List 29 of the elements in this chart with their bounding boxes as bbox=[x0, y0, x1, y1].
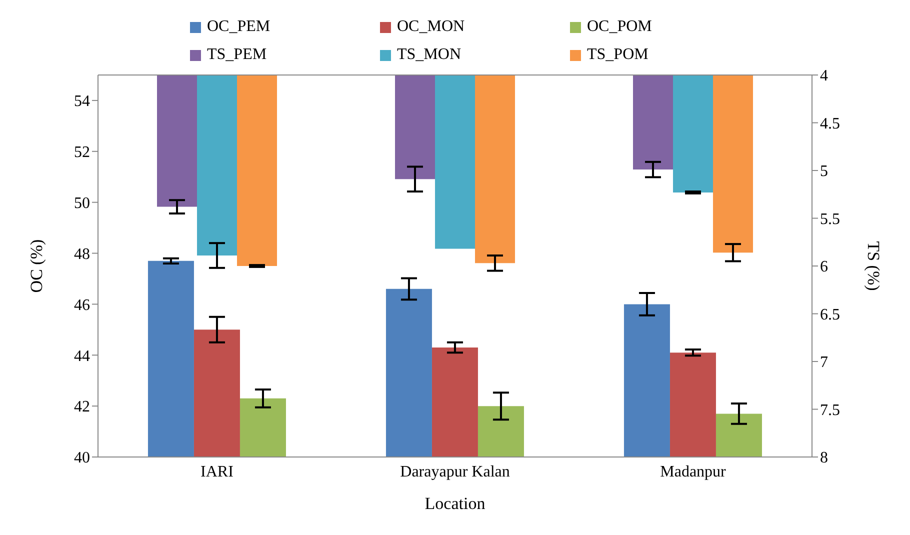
y-tick-label: 40 bbox=[74, 450, 90, 467]
x-axis-title: Location bbox=[424, 494, 486, 513]
y2-tick-label: 7 bbox=[820, 354, 828, 372]
x-tick-label: IARI bbox=[200, 463, 234, 480]
y-tick-label: 52 bbox=[74, 144, 90, 162]
y2-tick-label: 5.5 bbox=[820, 210, 840, 228]
y2-tick-label: 4 bbox=[820, 68, 828, 85]
y2-axis-title: TS (%) bbox=[864, 241, 883, 291]
x-tick-label: Darayapur Kalan bbox=[400, 463, 510, 480]
y2-tick-label: 5 bbox=[820, 163, 828, 180]
y-tick-label: 46 bbox=[74, 296, 90, 314]
y-tick-label: 44 bbox=[74, 348, 90, 365]
y-tick-label: 48 bbox=[74, 246, 90, 263]
legend-label: TS_POM bbox=[587, 46, 648, 64]
x-tick-label: Madanpur bbox=[660, 463, 727, 480]
legend-label: OC_PEM bbox=[207, 18, 270, 36]
y-tick-label: 50 bbox=[74, 195, 90, 212]
y2-tick-label: 6 bbox=[820, 258, 828, 276]
legend-label: TS_MON bbox=[397, 46, 462, 64]
y2-tick-label: 8 bbox=[820, 450, 828, 467]
y2-tick-label: 7.5 bbox=[820, 402, 840, 419]
legend-label: OC_POM bbox=[587, 18, 652, 36]
y2-tick-label: 4.5 bbox=[820, 115, 840, 132]
y2-tick-label: 6.5 bbox=[820, 306, 840, 324]
y-axis-title: OC (%) bbox=[27, 239, 46, 293]
y-tick-label: 42 bbox=[74, 398, 90, 416]
legend-label: TS_PEM bbox=[207, 46, 267, 64]
y-tick-label: 54 bbox=[74, 93, 90, 110]
legend-label: OC_MON bbox=[397, 18, 465, 36]
